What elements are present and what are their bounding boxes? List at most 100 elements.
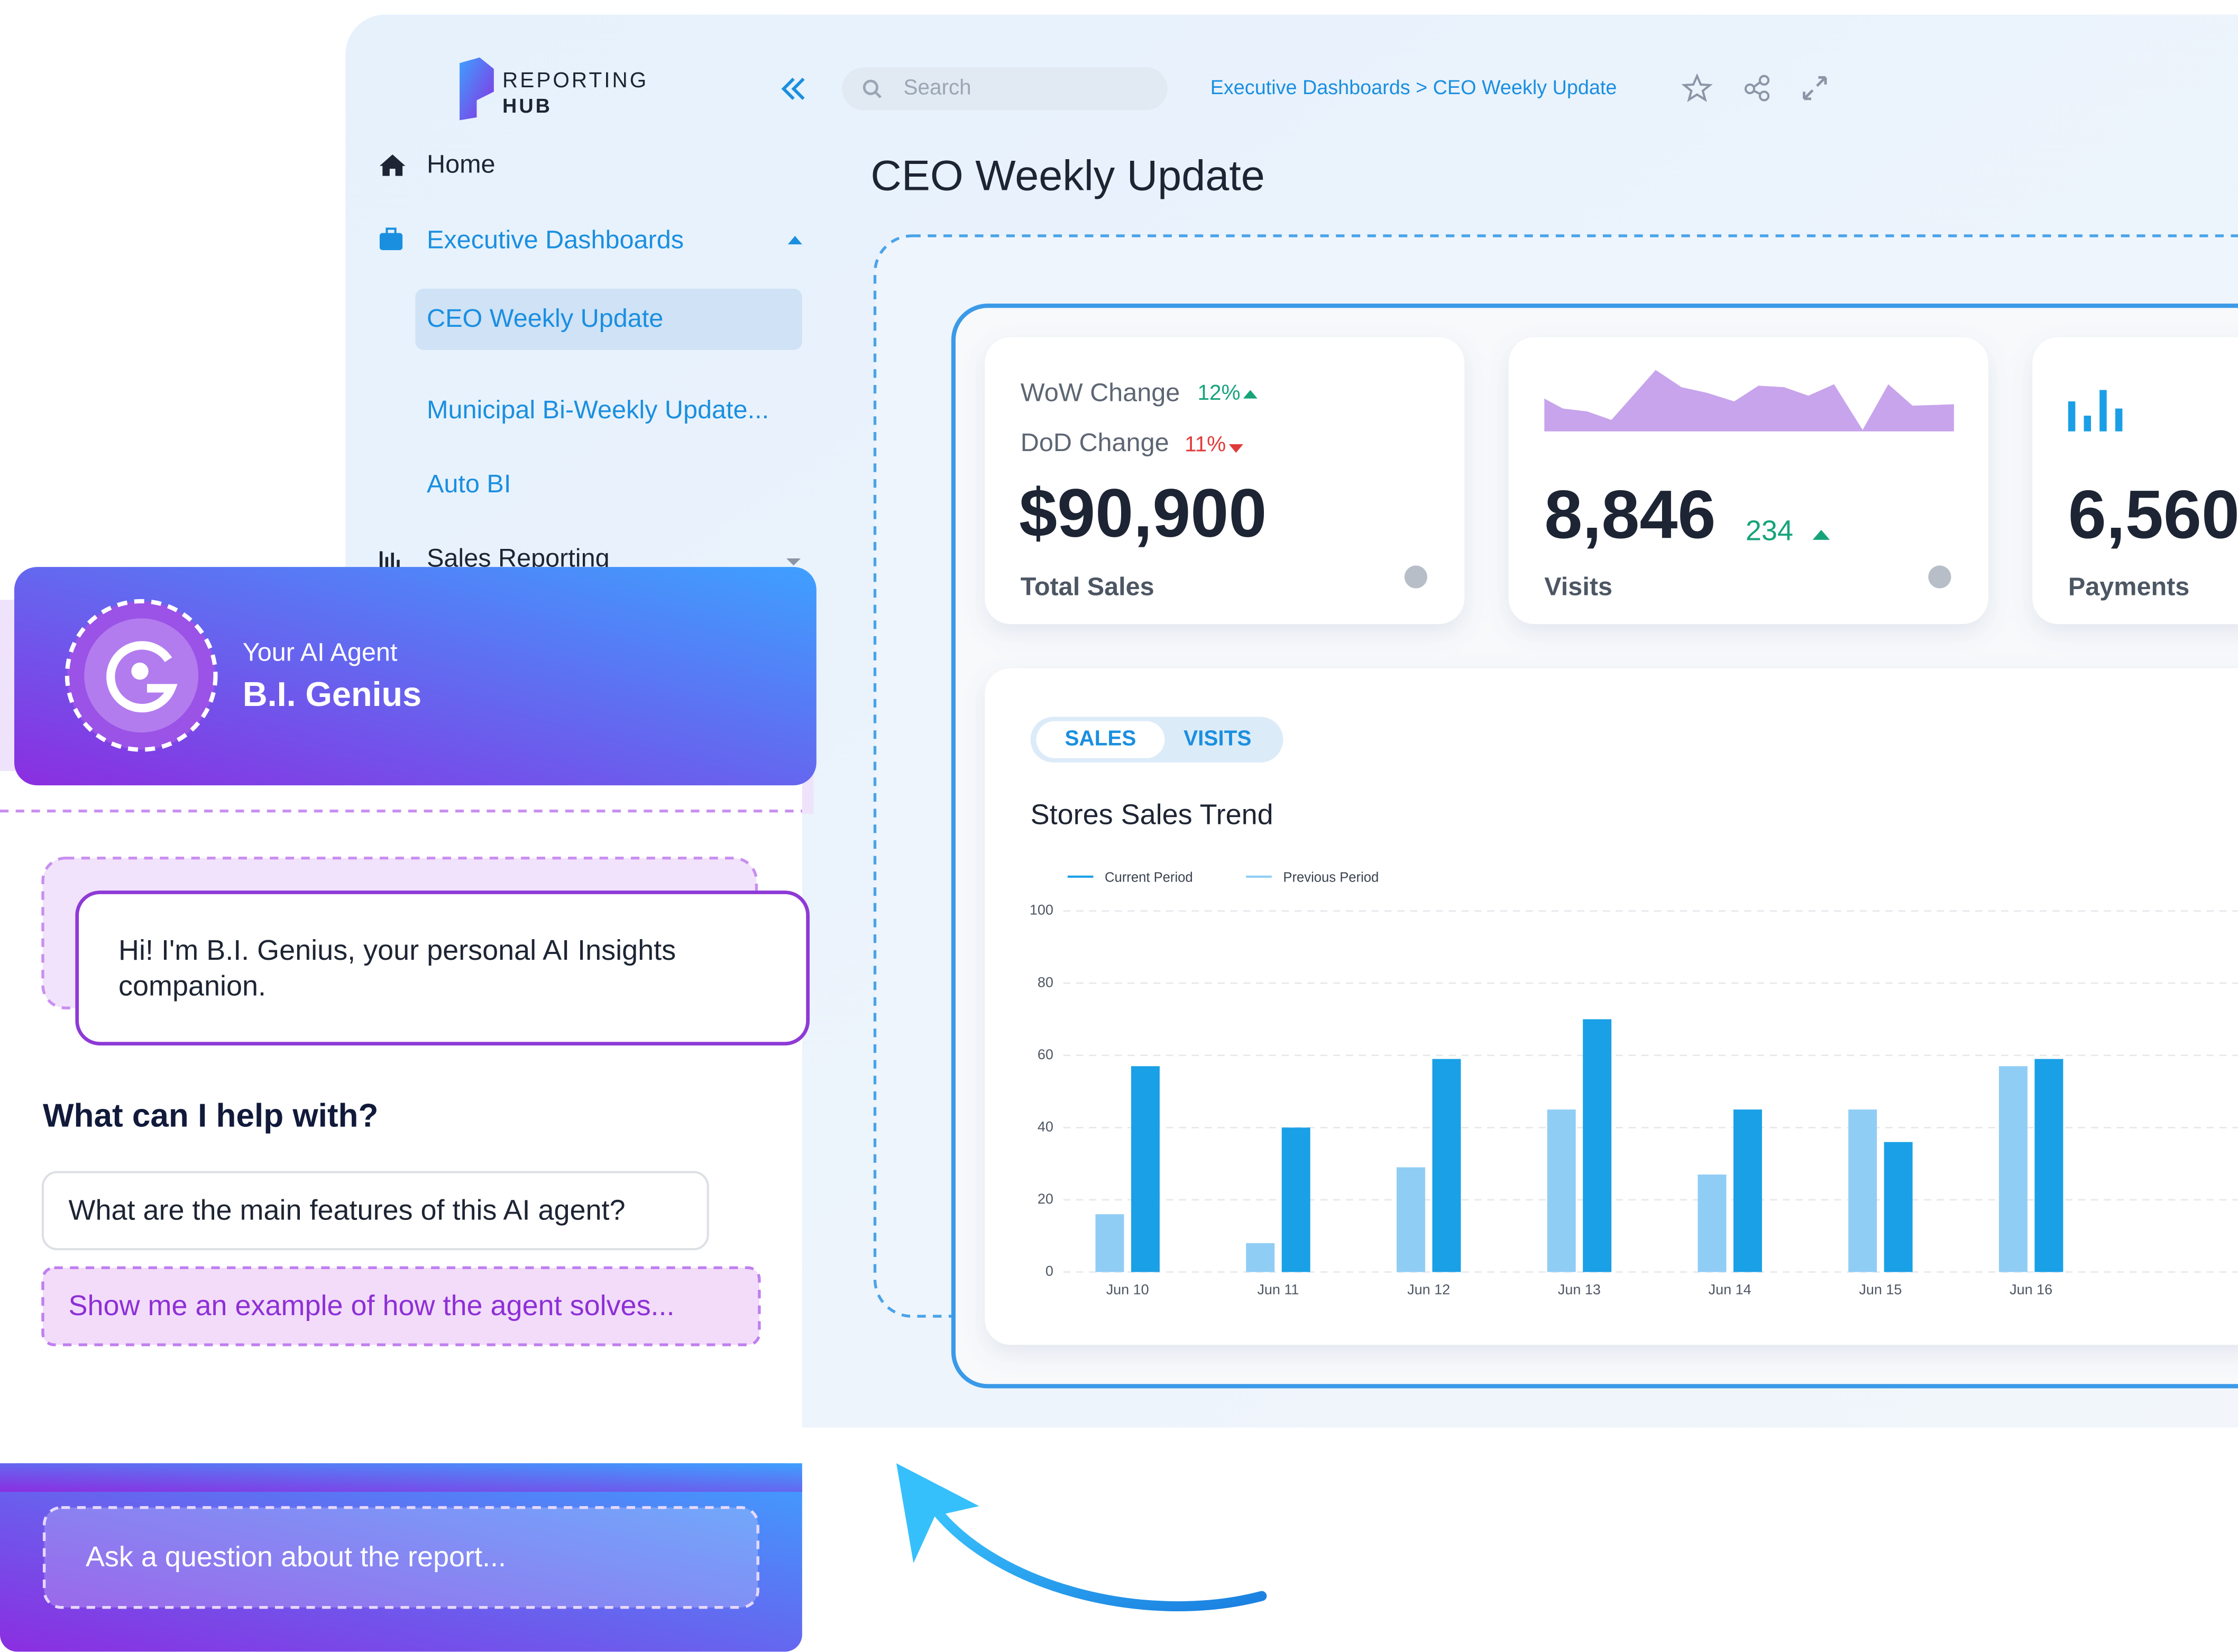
info-icon[interactable] <box>1928 565 1951 589</box>
down-arrow <box>1228 444 1243 453</box>
bar <box>1998 1066 2028 1272</box>
dashboards-icon <box>379 233 403 250</box>
bar <box>1583 1019 1612 1272</box>
kpi-value: $90,900 <box>1019 475 1267 552</box>
x-tick-label: Jun 15 <box>1859 1282 1902 1298</box>
bar <box>1131 1066 1160 1272</box>
bar <box>1095 1214 1124 1272</box>
nav-item[interactable]: Executive Dashboards <box>427 226 684 254</box>
caret-icon <box>787 235 802 245</box>
bar <box>1698 1174 1727 1272</box>
nav-active-bg <box>415 288 802 350</box>
x-tick-label: Jun 11 <box>1257 1282 1299 1298</box>
sales-icon <box>379 551 400 568</box>
x-tick-label: Jun 13 <box>1558 1282 1601 1298</box>
nav-item[interactable]: CEO Weekly Update <box>427 304 663 333</box>
kpi-caption: Visits <box>1544 572 1612 601</box>
bar <box>1848 1109 1877 1272</box>
assistant-footer <box>0 1463 802 1492</box>
input-placeholder: Ask a question about the report... <box>86 1541 506 1573</box>
search-icon <box>863 79 878 95</box>
home-icon <box>379 154 406 176</box>
assistant-name: B.I. Genius <box>243 675 421 713</box>
kpi-card <box>985 337 1465 625</box>
collapse-button[interactable] <box>781 77 805 100</box>
x-tick-label: Jun 12 <box>1407 1282 1450 1298</box>
payments-icon <box>2068 390 2123 432</box>
dashboards-icon <box>386 227 397 236</box>
y-tick-label: 80 <box>1038 974 1053 990</box>
suggestion-text[interactable]: What are the main features of this AI ag… <box>69 1194 626 1226</box>
up-arrow <box>1243 390 1258 399</box>
kpi-caption: Payments <box>2068 572 2190 601</box>
tab[interactable]: VISITS <box>1184 726 1251 750</box>
chat-bubble <box>75 891 810 1045</box>
kpi-change: 12% <box>1197 380 1240 405</box>
kpi-value: 6,560 <box>2068 476 2238 553</box>
kpi-caption: Total Sales <box>1021 572 1154 601</box>
assistant-subtitle: Your AI Agent <box>243 638 398 667</box>
bar <box>2034 1059 2063 1272</box>
caret-icon <box>786 558 801 566</box>
bar <box>1547 1109 1576 1272</box>
y-tick-label: 0 <box>1045 1263 1053 1279</box>
search-box[interactable] <box>842 67 1168 111</box>
nav-item[interactable]: Municipal Bi-Weekly Update... <box>427 396 769 424</box>
assistant-footer <box>0 1463 802 1652</box>
bar-chart: Current Period Previous Period 0 20 40 60 80 10… <box>1030 870 2238 1298</box>
suggestion-text[interactable]: Show me an example of how the agent solv… <box>69 1290 675 1321</box>
assistant-logo <box>106 641 178 713</box>
y-tick-label: 20 <box>1038 1191 1053 1207</box>
tab-active[interactable] <box>1036 721 1165 758</box>
logo-text: HUB <box>502 95 552 117</box>
prompt-heading: What can I help with? <box>43 1097 378 1134</box>
bar <box>1884 1142 1913 1272</box>
chat-message: Hi! I'm B.I. Genius, your personal AI In… <box>118 934 676 966</box>
chat-message: companion. <box>118 970 266 1002</box>
x-tick-label: Jun 16 <box>2010 1282 2052 1298</box>
legend-label: Current Period <box>1105 870 1193 885</box>
search-placeholder: Search <box>903 75 971 99</box>
visits-sparkline <box>1544 370 1954 432</box>
kpi-label: DoD Change <box>1021 428 1169 457</box>
page-title: CEO Weekly Update <box>870 152 1264 199</box>
up-arrow <box>1812 529 1830 540</box>
info-icon[interactable] <box>1404 565 1427 589</box>
pointer-arrow <box>922 1494 1267 1611</box>
kpi-value: 8,846 <box>1544 476 1716 553</box>
expand-icon[interactable] <box>1803 76 1827 100</box>
y-tick-label: 60 <box>1038 1047 1053 1062</box>
favorite-icon[interactable] <box>1681 73 1713 102</box>
bar <box>1246 1243 1275 1272</box>
x-tick-label: Jun 14 <box>1709 1282 1751 1298</box>
y-tick-label: 100 <box>1030 902 1053 918</box>
bar <box>1281 1127 1310 1272</box>
logo-text: REPORTING <box>502 68 648 92</box>
x-tick-label: Jun 10 <box>1106 1282 1149 1298</box>
assistant-logo <box>131 662 149 680</box>
suggestion[interactable] <box>41 1171 709 1251</box>
search-icon <box>874 90 882 98</box>
share-icon[interactable] <box>1744 75 1770 102</box>
question-input[interactable] <box>42 1506 759 1609</box>
legend-label: Previous Period <box>1283 870 1379 885</box>
nav-item[interactable]: Home <box>427 150 496 179</box>
bar <box>1396 1167 1425 1272</box>
suggestion[interactable] <box>41 1266 761 1346</box>
chart-title: Stores Sales Trend <box>1031 799 1273 831</box>
kpi-label: WoW Change <box>1021 378 1180 407</box>
pointer-arrowhead <box>896 1463 979 1564</box>
kpi-change: 234 <box>1746 515 1793 547</box>
tab[interactable]: SALES <box>1065 726 1136 750</box>
logo-mark <box>460 57 494 121</box>
assistant-header <box>14 567 817 786</box>
bar <box>1733 1109 1762 1272</box>
nav-item[interactable]: Auto BI <box>427 470 511 498</box>
kpi-card <box>2032 337 2238 625</box>
logo: REPORTING HUB <box>460 57 648 121</box>
breadcrumb[interactable]: Executive Dashboards > CEO Weekly Update <box>1210 77 1617 99</box>
y-tick-label: 40 <box>1038 1118 1053 1134</box>
